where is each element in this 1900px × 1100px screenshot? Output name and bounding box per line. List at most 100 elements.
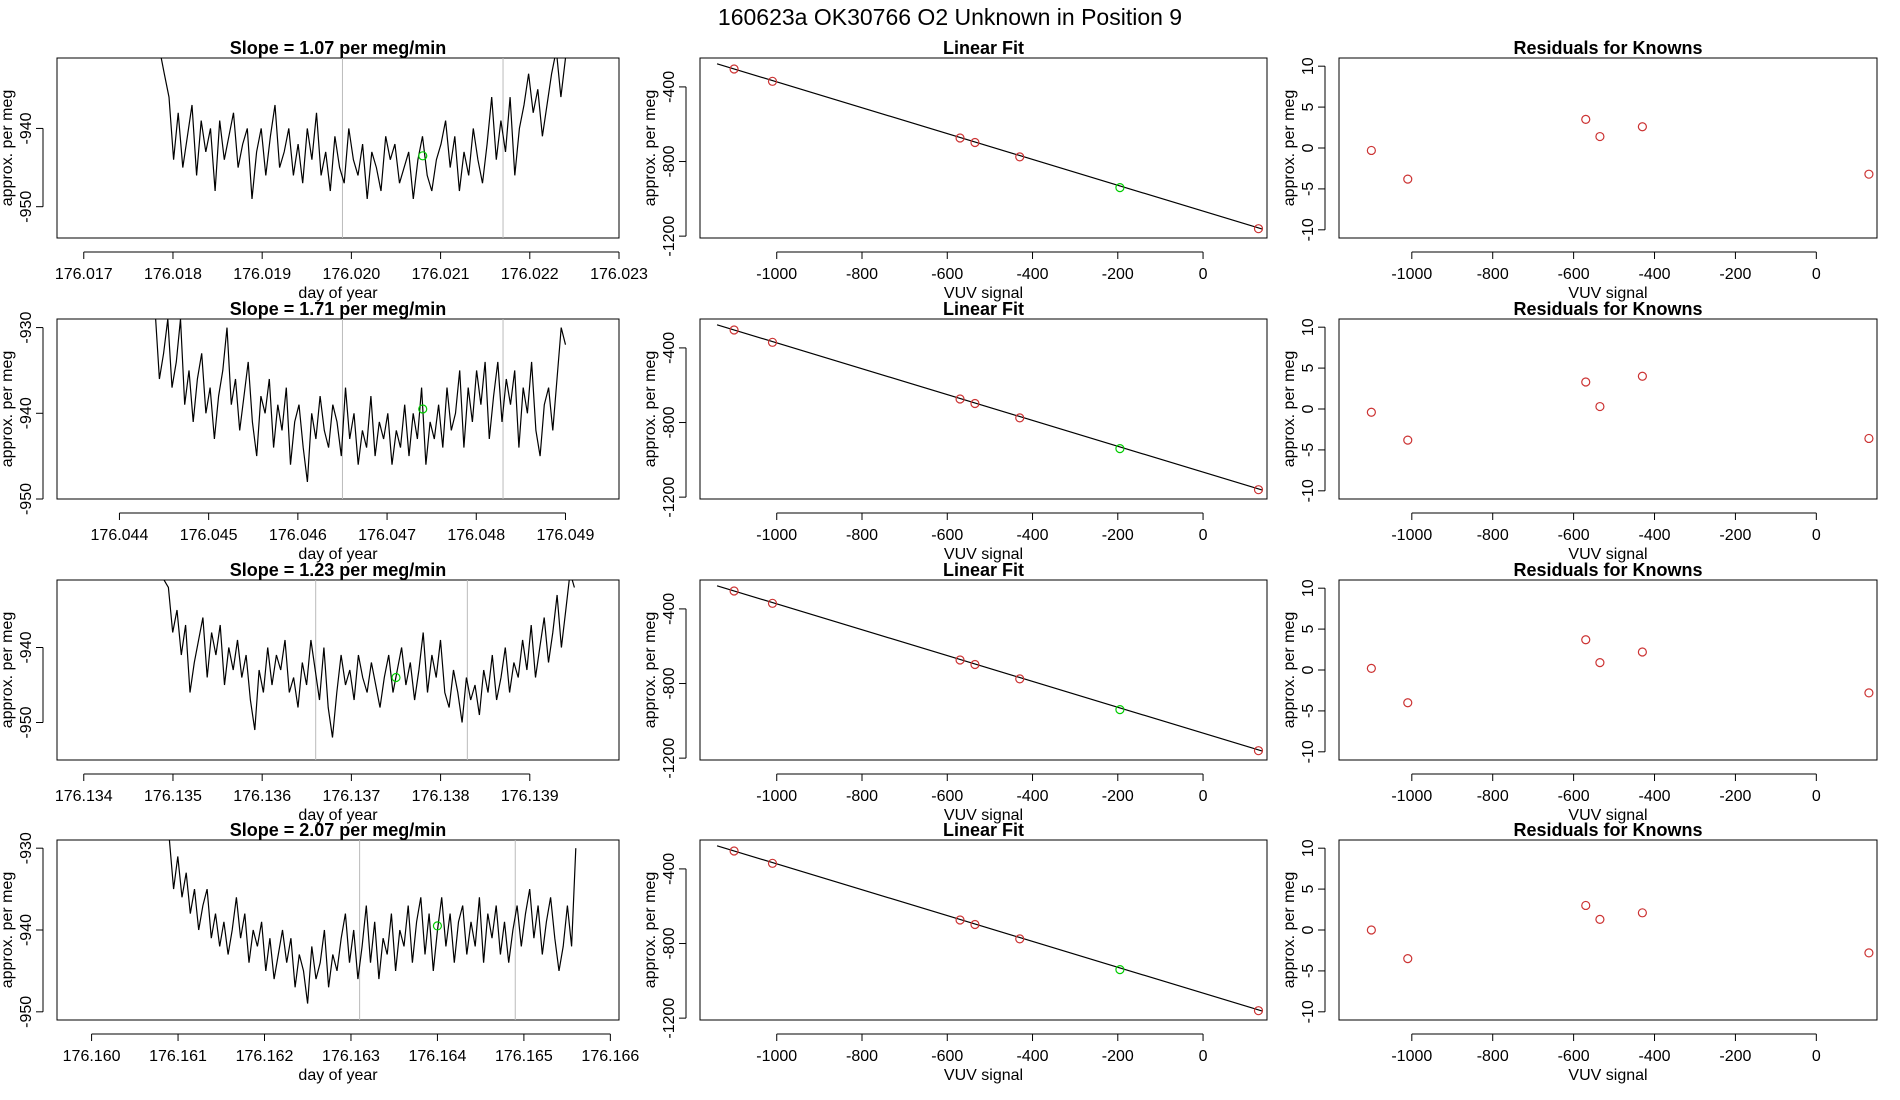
linear-fit-2-known-point: [955, 394, 965, 404]
time-series-2-x-tick-label: 176.047: [358, 527, 416, 544]
linear-fit-4-known-point: [970, 919, 980, 930]
residuals-1-frame: [1338, 57, 1878, 239]
residuals-3-title: Residuals for Knowns: [1513, 560, 1702, 580]
time-series-3-x-tick-label: 176.136: [233, 788, 291, 805]
linear-fit-4-title: Linear Fit: [943, 820, 1024, 840]
linear-fit-4-unknown-point: [1115, 965, 1125, 975]
time-series-1-x-tick-label: 176.017: [55, 266, 113, 283]
time-series-4-y-label: approx. per meg: [0, 872, 16, 989]
time-series-3-panel: Slope = 1.23 per meg/min 176.134 176.135 17…: [0, 560, 620, 824]
time-series-2-panel: Slope = 1.71 per meg/min 176.044 176.045 17…: [0, 299, 620, 563]
linear-fit-4-fit-line: [716, 845, 1263, 1012]
linear-fit-2-fit-line: [716, 324, 1263, 491]
linear-fit-1-x-tick-label: -400: [1017, 266, 1049, 283]
time-series-3-y-tick-label: -950: [18, 706, 35, 738]
residuals-4-x-label: VUV signal: [1568, 1067, 1647, 1084]
residuals-2-title: Residuals for Knowns: [1513, 299, 1702, 319]
time-series-4-y-tick-label: -950: [18, 996, 35, 1028]
residuals-1-panel: Residuals for Knowns-1000 -800 -600 -400 -20…: [1281, 38, 1878, 302]
time-series-4-x-tick-label: 176.164: [409, 1048, 467, 1065]
time-series-2-y-tick-label: -930: [18, 311, 35, 343]
residuals-4-x-tick-label: -200: [1719, 1048, 1751, 1065]
time-series-1-x-tick-label: 176.019: [233, 266, 291, 283]
time-series-1-data: [155, 58, 567, 238]
time-series-4-panel: Slope = 2.07 per meg/min 176.160 176.161 17…: [0, 820, 639, 1084]
time-series-2-x-tick-label: 176.046: [269, 527, 327, 544]
linear-fit-3-y-tick-label: -800: [661, 667, 678, 699]
linear-fit-3-x-tick-label: -400: [1017, 788, 1049, 805]
residuals-4-x-tick-label: -600: [1558, 1048, 1590, 1065]
residuals-1-x-tick-label: -1000: [1391, 266, 1432, 283]
linear-fit-4-y-label: approx. per meg: [642, 872, 659, 989]
linear-fit-4-x-tick-label: -1000: [756, 1048, 797, 1065]
residuals-1-x-tick-label: -400: [1639, 266, 1671, 283]
linear-fit-4-known-point: [955, 915, 965, 925]
residuals-2-known-point: [1581, 377, 1591, 387]
residuals-3-y-tick-label: 0: [1300, 665, 1317, 674]
linear-fit-3-x-tick-label: -200: [1102, 788, 1134, 805]
residuals-3-known-point: [1595, 658, 1605, 668]
time-series-4-x-tick-label: 176.161: [149, 1048, 207, 1065]
panel-grid: Slope = 1.07 per meg/min 176.017 176.018 17…: [0, 38, 1878, 1084]
linear-fit-4-y-tick-label: -400: [661, 853, 678, 885]
linear-fit-2-known-point: [729, 325, 739, 335]
linear-fit-1-y-tick-label: -400: [661, 71, 678, 103]
time-series-3-x-tick-label: 176.135: [144, 788, 202, 805]
time-series-1-x-tick-label: 176.020: [322, 266, 380, 283]
linear-fit-2-known-point: [970, 398, 980, 409]
linear-fit-4-panel: Linear Fit -1000 -800 -600 -400 -200 0 VUV sign…: [642, 820, 1268, 1084]
residuals-4-x-tick-label: 0: [1812, 1048, 1821, 1065]
residuals-4-frame: [1338, 839, 1878, 1021]
linear-fit-4-x-label: VUV signal: [944, 1067, 1023, 1084]
time-series-4-frame: [56, 839, 620, 1021]
linear-fit-3-known-point: [955, 655, 965, 665]
time-series-1-panel: Slope = 1.07 per meg/min 176.017 176.018 17…: [0, 38, 648, 302]
residuals-2-x-tick-label: -200: [1719, 527, 1751, 544]
time-series-4-unknown-marker: [432, 921, 443, 931]
linear-fit-1-x-label: VUV signal: [944, 285, 1023, 302]
linear-fit-4-x-tick-label: -800: [846, 1048, 878, 1065]
residuals-1-known-point: [1366, 145, 1376, 156]
residuals-4-y-tick-label: 0: [1300, 925, 1317, 934]
linear-fit-3-known-point: [970, 659, 980, 670]
time-series-4-x-tick-label: 176.163: [322, 1048, 380, 1065]
residuals-2-x-tick-label: -800: [1477, 527, 1509, 544]
residuals-1-y-tick-label: 10: [1300, 57, 1317, 75]
residuals-2-y-tick-label: -5: [1300, 443, 1317, 457]
residuals-2-x-label: VUV signal: [1568, 546, 1647, 563]
residuals-4-known-point: [1581, 900, 1591, 911]
residuals-1-y-tick-label: -10: [1300, 218, 1317, 241]
residuals-4-panel: Residuals for Knowns-1000 -800 -600 -400 -20…: [1281, 820, 1878, 1084]
residuals-3-x-tick-label: -1000: [1391, 788, 1432, 805]
linear-fit-2-y-tick-label: -800: [661, 406, 678, 438]
linear-fit-2-known-point: [1015, 413, 1025, 423]
residuals-2-known-point: [1366, 407, 1376, 417]
time-series-1-x-tick-label: 176.021: [412, 266, 470, 283]
residuals-1-known-point: [1403, 174, 1413, 184]
time-series-4-series-line: [168, 840, 577, 1004]
time-series-3-y-label: approx. per meg: [0, 612, 16, 729]
residuals-1-title: Residuals for Knowns: [1513, 38, 1702, 58]
linear-fit-4-frame: [699, 839, 1268, 1021]
linear-fit-2-known-point: [1253, 485, 1264, 495]
time-series-4-x-tick-label: 176.166: [581, 1048, 639, 1065]
residuals-3-known-point: [1637, 647, 1647, 657]
time-series-2-x-tick-label: 176.044: [91, 527, 149, 544]
linear-fit-3-known-point: [767, 598, 778, 608]
residuals-1-x-tick-label: -200: [1719, 266, 1751, 283]
residuals-4-known-point: [1637, 908, 1647, 918]
linear-fit-4-y-tick-label: -800: [661, 927, 678, 959]
time-series-4-data: [168, 840, 577, 1020]
time-series-1-x-tick-label: 176.023: [590, 266, 648, 283]
time-series-4-x-tick-label: 176.165: [495, 1048, 553, 1065]
linear-fit-1-title: Linear Fit: [943, 38, 1024, 58]
time-series-2-x-tick-label: 176.048: [447, 527, 505, 544]
linear-fit-2-unknown-point: [1115, 444, 1125, 454]
linear-fit-3-data: [716, 585, 1264, 756]
residuals-1-x-tick-label: -800: [1477, 266, 1509, 283]
linear-fit-4-known-point: [1015, 934, 1025, 944]
linear-fit-2-x-tick-label: -800: [846, 527, 878, 544]
residuals-4-x-tick-label: -1000: [1391, 1048, 1432, 1065]
time-series-3-series-line: [163, 580, 575, 738]
time-series-2-y-label: approx. per meg: [0, 351, 16, 468]
